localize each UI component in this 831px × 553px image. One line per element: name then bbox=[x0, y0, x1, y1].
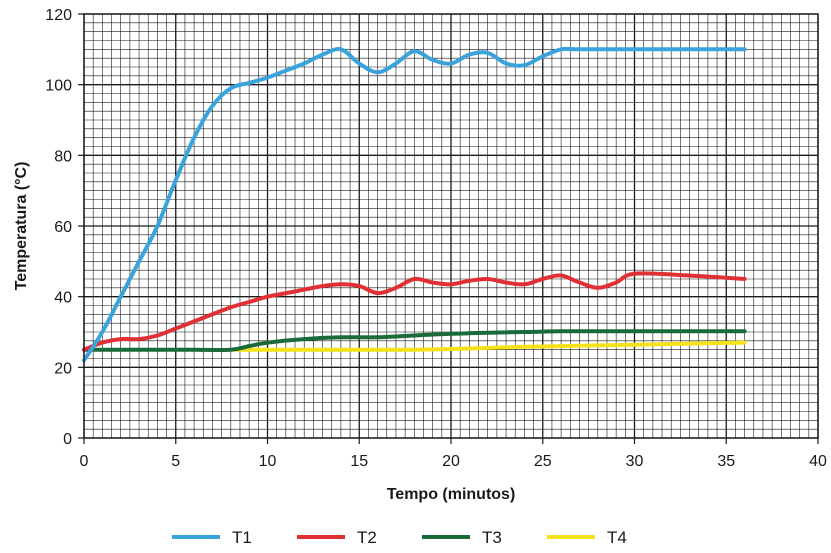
x-tick-label: 5 bbox=[171, 453, 180, 470]
x-axis-title: Tempo (minutos) bbox=[387, 486, 516, 503]
legend-label-t4: T4 bbox=[607, 528, 627, 547]
series-line-t1 bbox=[82, 46, 747, 363]
chart-grid bbox=[83, 13, 819, 439]
chart-series bbox=[82, 46, 747, 363]
x-tick-label: 15 bbox=[350, 453, 368, 470]
legend-label-t3: T3 bbox=[482, 528, 502, 547]
x-tick-label: 30 bbox=[626, 453, 644, 470]
y-tick-label: 60 bbox=[54, 219, 72, 236]
legend-label-t2: T2 bbox=[357, 528, 377, 547]
y-tick-label: 120 bbox=[45, 7, 72, 24]
y-tick-label: 80 bbox=[54, 148, 72, 165]
y-tick-label: 100 bbox=[45, 78, 72, 95]
y-axis-title: Temperatura (°C) bbox=[13, 162, 30, 291]
chart-legend: T1 T2 T3 T4 bbox=[172, 528, 627, 547]
x-tick-label: 10 bbox=[259, 453, 277, 470]
y-tick-label: 40 bbox=[54, 290, 72, 307]
series-line-t2 bbox=[82, 271, 747, 352]
chart-axes: 0 5 10 15 20 25 30 35 40 0 20 40 60 80 100 120 bbox=[45, 7, 827, 470]
x-tick-label: 35 bbox=[717, 453, 735, 470]
x-tick-label: 0 bbox=[80, 453, 89, 470]
series-line-t3 bbox=[82, 329, 747, 352]
series-line-t4 bbox=[228, 340, 747, 352]
y-tick-label: 20 bbox=[54, 360, 72, 377]
x-tick-label: 40 bbox=[809, 453, 827, 470]
x-tick-label: 25 bbox=[534, 453, 552, 470]
x-tick-label: 20 bbox=[442, 453, 460, 470]
y-tick-label: 0 bbox=[63, 431, 72, 448]
legend-label-t1: T1 bbox=[232, 528, 252, 547]
